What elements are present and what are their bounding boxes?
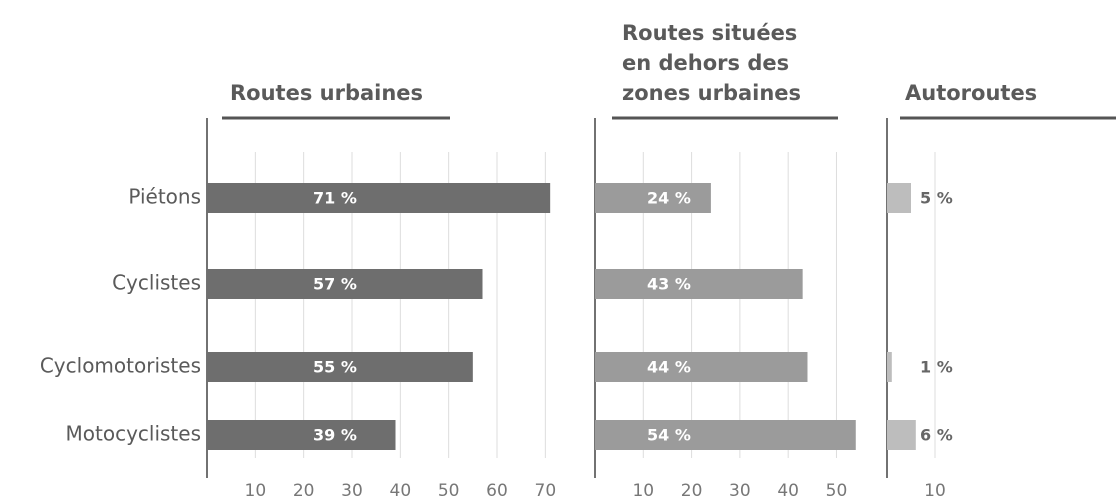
value-label: 55 % — [313, 358, 357, 377]
x-tick-label: 20 — [293, 481, 315, 500]
panel-title: zones urbaines — [622, 81, 801, 105]
value-label: 39 % — [313, 426, 357, 445]
x-tick-label: 30 — [729, 481, 751, 500]
category-label: Piétons — [128, 185, 201, 209]
x-tick-label: 70 — [535, 481, 557, 500]
panel-title: Autoroutes — [905, 81, 1037, 105]
x-tick-label: 10 — [632, 481, 654, 500]
x-tick-label: 10 — [924, 481, 946, 500]
x-tick-label: 60 — [486, 481, 508, 500]
panel-title: en dehors des — [622, 51, 789, 75]
bar — [595, 420, 856, 450]
value-label: 1 % — [920, 358, 953, 377]
bar — [207, 183, 551, 213]
x-tick-label: 20 — [681, 481, 703, 500]
bar — [595, 352, 808, 382]
bar — [207, 420, 396, 450]
bar — [887, 420, 916, 450]
x-tick-label: 50 — [438, 481, 460, 500]
category-label: Cyclistes — [112, 271, 201, 295]
x-tick-label: 30 — [341, 481, 363, 500]
value-label: 5 % — [920, 189, 953, 208]
value-label: 24 % — [647, 189, 691, 208]
value-label: 6 % — [920, 426, 953, 445]
value-label: 71 % — [313, 189, 357, 208]
x-tick-label: 40 — [390, 481, 412, 500]
x-tick-label: 10 — [245, 481, 267, 500]
bar — [207, 269, 483, 299]
bar — [207, 352, 473, 382]
bar — [595, 183, 711, 213]
bar — [595, 269, 803, 299]
category-label: Motocyclistes — [66, 422, 202, 446]
value-label: 43 % — [647, 275, 691, 294]
value-label: 44 % — [647, 358, 691, 377]
panel-title: Routes situées — [622, 21, 797, 45]
value-label: 54 % — [647, 426, 691, 445]
x-tick-label: 50 — [826, 481, 848, 500]
category-label: Cyclomotoristes — [40, 354, 201, 378]
x-tick-label: 40 — [777, 481, 799, 500]
value-label: 57 % — [313, 275, 357, 294]
bar — [887, 183, 911, 213]
panel-title: Routes urbaines — [230, 81, 423, 105]
bar — [887, 352, 892, 382]
